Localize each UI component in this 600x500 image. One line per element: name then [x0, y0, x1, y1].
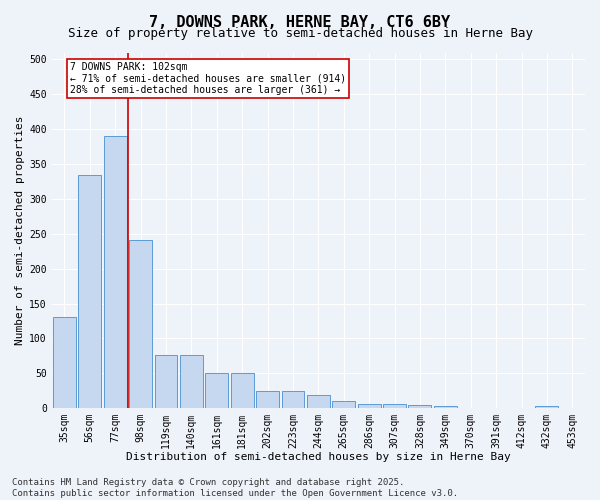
Text: 7 DOWNS PARK: 102sqm
← 71% of semi-detached houses are smaller (914)
28% of semi: 7 DOWNS PARK: 102sqm ← 71% of semi-detac… [70, 62, 346, 95]
Bar [79, 174, 101, 408]
X-axis label: Distribution of semi-detached houses by size in Herne Bay: Distribution of semi-detached houses by … [126, 452, 511, 462]
Bar [155, 355, 178, 408]
Text: Size of property relative to semi-detached houses in Herne Bay: Size of property relative to semi-detach… [67, 28, 533, 40]
Bar [434, 406, 457, 408]
Bar [409, 404, 431, 408]
Bar [129, 240, 152, 408]
Bar [383, 404, 406, 408]
Y-axis label: Number of semi-detached properties: Number of semi-detached properties [15, 116, 25, 345]
Bar [104, 136, 127, 408]
Bar [231, 372, 254, 408]
Text: 7, DOWNS PARK, HERNE BAY, CT6 6BY: 7, DOWNS PARK, HERNE BAY, CT6 6BY [149, 15, 451, 30]
Text: Contains HM Land Registry data © Crown copyright and database right 2025.
Contai: Contains HM Land Registry data © Crown c… [12, 478, 458, 498]
Bar [281, 391, 304, 408]
Bar [53, 317, 76, 408]
Bar [332, 401, 355, 408]
Bar [256, 391, 279, 408]
Bar [535, 406, 559, 408]
Bar [180, 355, 203, 408]
Bar [307, 395, 330, 408]
Bar [358, 404, 380, 408]
Bar [205, 372, 228, 408]
